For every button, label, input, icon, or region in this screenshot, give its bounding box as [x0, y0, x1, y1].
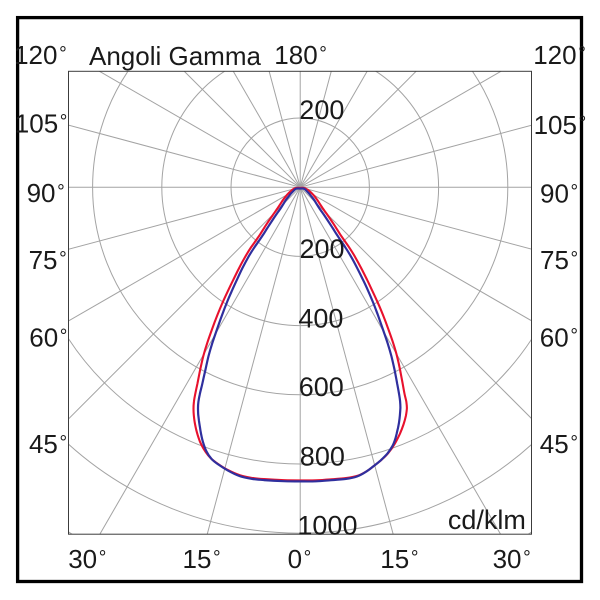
svg-text:120°: 120° [533, 40, 586, 70]
svg-text:15°: 15° [380, 544, 418, 574]
svg-text:200: 200 [300, 234, 345, 264]
svg-text:1000: 1000 [297, 511, 357, 541]
svg-text:800: 800 [300, 442, 345, 472]
svg-text:60°: 60° [540, 322, 578, 352]
svg-text:105°: 105° [15, 108, 68, 138]
svg-text:105°: 105° [534, 110, 587, 140]
svg-text:90°: 90° [540, 178, 578, 208]
svg-text:cd/klm: cd/klm [448, 505, 526, 535]
svg-text:90°: 90° [27, 178, 65, 208]
svg-text:180°: 180° [274, 40, 327, 70]
svg-text:75°: 75° [540, 245, 578, 275]
svg-text:15°: 15° [183, 544, 221, 574]
svg-text:60°: 60° [29, 323, 67, 353]
svg-text:Angoli Gamma: Angoli Gamma [89, 41, 261, 71]
svg-text:45°: 45° [29, 429, 67, 459]
svg-text:30°: 30° [68, 544, 106, 574]
svg-text:0°: 0° [288, 544, 312, 574]
svg-text:600: 600 [299, 372, 344, 402]
svg-text:200: 200 [299, 95, 344, 125]
svg-text:75°: 75° [29, 245, 67, 275]
svg-text:120°: 120° [14, 40, 67, 70]
svg-text:400: 400 [298, 303, 343, 333]
svg-text:45°: 45° [540, 429, 578, 459]
svg-text:30°: 30° [493, 544, 531, 574]
